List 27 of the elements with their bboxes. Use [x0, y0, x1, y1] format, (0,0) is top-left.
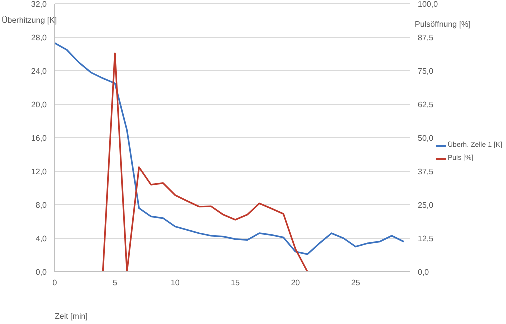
y2-tick-label: 37,5 — [418, 167, 434, 176]
y2-tick-label: 25,0 — [418, 200, 434, 210]
y-tick-label: 32,0 — [31, 0, 48, 9]
y-tick-label: 4,0 — [36, 234, 48, 244]
y-tick-label: 0,0 — [36, 268, 48, 277]
x-tick-label: 10 — [170, 278, 180, 288]
x-tick-label: 20 — [291, 278, 301, 288]
x-axis-title: Zeit [min] — [55, 312, 88, 321]
y-tick-label: 16,0 — [31, 134, 48, 143]
y-tick-label: 20,0 — [31, 100, 48, 110]
y-tick-label: 24,0 — [31, 66, 48, 76]
y2-tick-label: 62,5 — [418, 100, 434, 110]
y2-tick-label: 100,0 — [418, 0, 439, 9]
x-tick-label: 5 — [112, 278, 118, 288]
y2-tick-label: 75,0 — [418, 66, 434, 76]
x-tick-label: 25 — [351, 278, 361, 288]
y2-tick-label: 0,0 — [418, 268, 430, 277]
y2-axis-title: Pulsöffnung [%] — [415, 20, 471, 29]
y-axis-title: Überhitzung [K] — [2, 16, 58, 25]
y-tick-label: 8,0 — [36, 200, 48, 210]
y2-tick-label: 12,5 — [418, 234, 434, 244]
y2-tick-label: 87,5 — [418, 33, 434, 42]
y-tick-label: 28,0 — [31, 33, 48, 42]
y-tick-label: 12,0 — [31, 167, 48, 176]
y2-tick-label: 50,0 — [418, 134, 434, 143]
x-tick-label: 15 — [231, 278, 241, 288]
x-tick-label: 0 — [52, 278, 58, 288]
